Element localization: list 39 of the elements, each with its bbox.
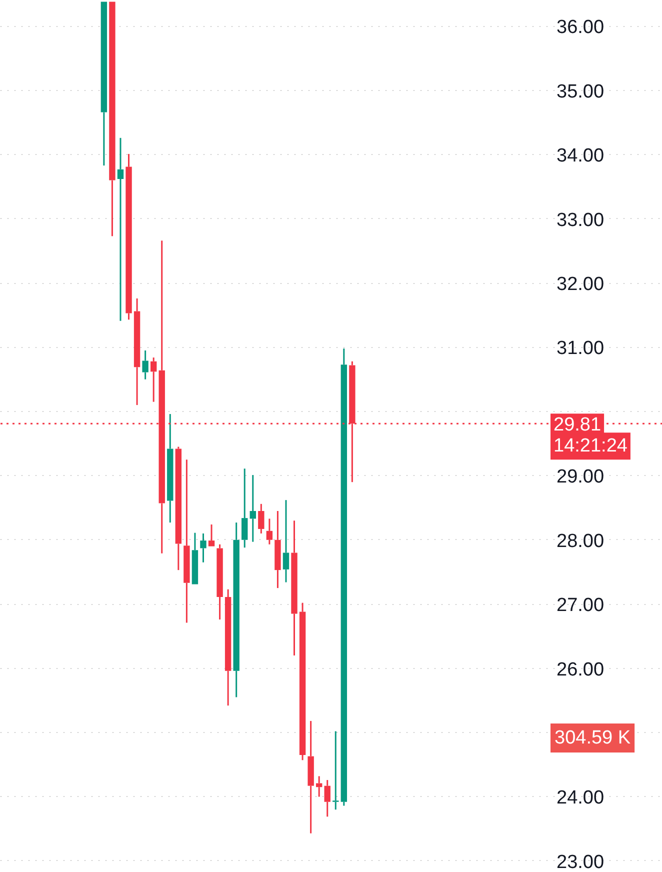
candlestick bbox=[250, 474, 256, 543]
candlestick bbox=[126, 153, 132, 320]
annotation: 304.59 K bbox=[554, 728, 631, 748]
candlestick bbox=[291, 520, 298, 656]
candlestick bbox=[142, 350, 148, 380]
ref-line-label: 29.81 bbox=[554, 414, 602, 436]
candlestick bbox=[299, 602, 306, 761]
candlestick bbox=[184, 458, 190, 624]
y-tick-label: 29.00 bbox=[556, 466, 604, 488]
y-tick-label: 31.00 bbox=[556, 338, 604, 360]
y-tick-label: 36.00 bbox=[556, 17, 604, 38]
annotation: 14:21:24 bbox=[554, 436, 628, 457]
candlestick bbox=[167, 413, 174, 524]
candlestick bbox=[233, 522, 240, 698]
y-tick-label: 23.00 bbox=[556, 852, 604, 872]
candlestick bbox=[282, 499, 290, 584]
y-tick-label: 28.00 bbox=[556, 530, 604, 552]
candlestick bbox=[200, 532, 206, 564]
candlestick bbox=[308, 720, 314, 834]
y-tick-label: 33.00 bbox=[556, 210, 604, 231]
candlestick bbox=[266, 518, 273, 546]
candlestick bbox=[150, 356, 157, 403]
candlestick bbox=[274, 510, 281, 589]
candlestick bbox=[134, 298, 140, 406]
y-tick-label: 32.00 bbox=[556, 274, 604, 296]
candlestick bbox=[117, 137, 124, 322]
candlestick bbox=[242, 468, 248, 548]
candlestick bbox=[332, 730, 339, 810]
candlestick bbox=[258, 503, 264, 534]
candlestick bbox=[216, 544, 223, 620]
y-tick-label: 34.00 bbox=[556, 146, 604, 167]
y-tick-label: 26.00 bbox=[556, 659, 604, 680]
candlestick bbox=[324, 779, 330, 818]
y-tick-label: 35.00 bbox=[556, 81, 604, 102]
candlestick bbox=[224, 588, 232, 706]
candlestick bbox=[316, 775, 322, 798]
y-tick-label: 27.00 bbox=[556, 595, 604, 616]
candlestick bbox=[340, 348, 348, 806]
y-tick-label: 24.00 bbox=[556, 788, 604, 809]
